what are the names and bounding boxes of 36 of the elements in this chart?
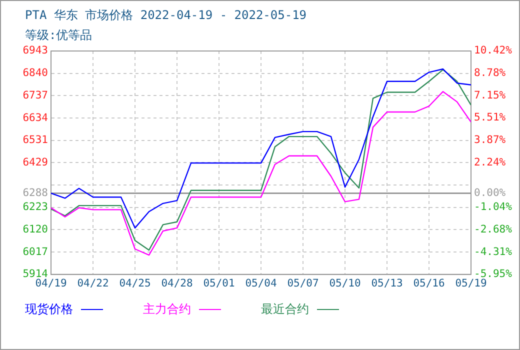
x-tick-label: 05/19	[455, 277, 487, 290]
y2-tick-label: 0.00%	[474, 186, 506, 199]
y-tick-label: 6634	[22, 112, 48, 124]
x-tick-label: 04/22	[77, 277, 109, 290]
y-tick-label: 6943	[22, 44, 48, 57]
x-tick-label: 04/25	[119, 277, 151, 290]
x-tick-label: 05/16	[413, 277, 445, 290]
x-tick-label: 05/07	[287, 277, 319, 290]
chart-subtitle: 等级:优等品	[25, 27, 92, 44]
legend-label: 现货价格	[25, 301, 73, 318]
x-tick-label: 04/19	[35, 277, 67, 290]
x-tick-label: 05/13	[371, 277, 403, 290]
x-tick-label: 05/10	[329, 277, 361, 290]
y-tick-label: 6531	[22, 134, 48, 146]
y2-tick-label: -2.68%	[474, 224, 513, 236]
x-tick-label: 05/01	[203, 277, 235, 290]
y-tick-label: 6120	[22, 223, 48, 236]
y2-tick-label: 5.51%	[474, 112, 506, 124]
x-tick-label: 05/04	[245, 277, 277, 290]
y2-tick-label: 10.42%	[474, 44, 513, 57]
y-tick-label: 6017	[22, 246, 48, 258]
y2-tick-label: 2.24%	[474, 156, 506, 168]
y2-tick-label: -1.04%	[474, 201, 513, 214]
y2-tick-label: 3.87%	[474, 134, 506, 146]
y2-tick-label: -4.31%	[474, 246, 513, 258]
legend-label: 主力合约	[143, 301, 191, 318]
y-tick-label: 6737	[22, 89, 48, 102]
x-tick-label: 04/28	[161, 277, 193, 290]
chart-title: PTA 华东 市场价格 2022-04-19 - 2022-05-19	[25, 7, 307, 24]
y-tick-label: 6840	[22, 67, 48, 80]
y-tick-label: 6429	[22, 156, 48, 168]
y2-tick-label: 8.78%	[474, 67, 506, 80]
y2-tick-label: 7.15%	[474, 89, 506, 102]
legend-label: 最近合约	[261, 301, 309, 318]
y-tick-label: 6288	[22, 186, 48, 199]
y-tick-label: 6223	[22, 201, 48, 214]
